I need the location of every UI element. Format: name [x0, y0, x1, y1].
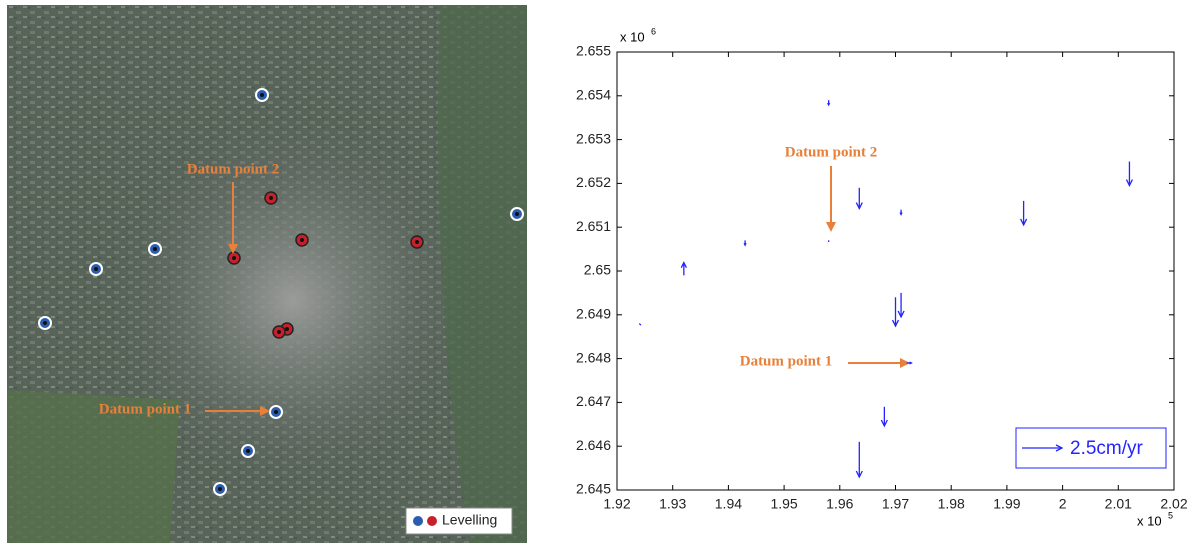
arrow-head	[891, 319, 900, 328]
point-center	[269, 196, 273, 200]
point-center	[515, 212, 519, 216]
velocity-arrow	[1125, 161, 1134, 187]
velocity-arrow	[891, 297, 900, 328]
y-multiplier: x 10	[620, 29, 645, 44]
x-tick-label: 1.95	[770, 496, 797, 512]
point-center	[277, 330, 281, 334]
chart-annotation: Datum point 2	[785, 144, 878, 160]
vegetation	[438, 5, 527, 543]
plot-frame	[616, 51, 1175, 491]
x-tick-label: 1.97	[882, 496, 909, 512]
velocity-arrow	[827, 100, 831, 107]
velocity-arrow	[638, 323, 642, 326]
arrow-head	[1020, 218, 1028, 227]
y-tick-label: 2.654	[576, 87, 611, 103]
annotation-arrowhead	[260, 406, 270, 416]
y-multiplier-exp: 6	[651, 26, 656, 36]
point-center	[232, 256, 236, 260]
x-tick-label: 2.01	[1105, 496, 1132, 512]
annotation-arrowhead	[228, 244, 238, 254]
x-tick-label: 1.92	[603, 496, 630, 512]
x-multiplier: x 10	[1137, 513, 1162, 528]
y-tick-label: 2.653	[576, 130, 611, 146]
y-tick-label: 2.652	[576, 174, 611, 190]
y-tick-label: 2.649	[576, 306, 611, 322]
point-center	[218, 487, 222, 491]
x-tick-label: 1.98	[938, 496, 965, 512]
x-tick-label: 2.02	[1160, 496, 1187, 512]
y-tick-label: 2.655	[576, 43, 611, 59]
arrow-head	[899, 212, 903, 216]
chart-annotation: Datum point 1	[740, 353, 833, 369]
x-tick-label: 2	[1059, 496, 1067, 512]
velocity-arrow	[1020, 200, 1028, 227]
annotation-arrowhead	[900, 358, 910, 368]
y-tick-label: 2.647	[576, 393, 611, 409]
point-center	[300, 238, 304, 242]
arrow-head	[743, 242, 747, 247]
arrow-head	[897, 310, 905, 319]
velocity-arrow	[743, 240, 747, 247]
arrow-head	[855, 202, 863, 211]
key-arrow	[1022, 444, 1064, 452]
velocity-arrow	[880, 406, 888, 428]
y-tick-label: 2.645	[576, 481, 611, 497]
x-tick-label: 1.94	[715, 496, 742, 512]
velocity-arrow	[899, 209, 903, 216]
map-panel: Datum point 2 Datum point 1 Levelling	[7, 5, 527, 543]
x-multiplier-exp: 5	[1168, 510, 1173, 520]
x-tick-label: 1.99	[993, 496, 1020, 512]
arrow-shaft	[638, 323, 642, 326]
legend-marker	[411, 514, 425, 528]
legend-marker	[425, 514, 439, 528]
map-points	[38, 88, 524, 496]
velocity-arrow	[680, 261, 687, 276]
velocity-arrow	[855, 441, 863, 479]
arrow-head	[909, 361, 913, 365]
map-annotation: Datum point 1	[99, 401, 192, 417]
y-tick-label: 2.651	[576, 218, 611, 234]
fields	[7, 390, 180, 543]
key-label: 2.5cm/yr	[1070, 438, 1144, 459]
point-center	[274, 410, 278, 414]
velocity-arrow	[906, 361, 913, 365]
point-center	[260, 93, 264, 97]
arrow-head	[855, 470, 863, 479]
legend-label: Levelling	[442, 512, 497, 528]
velocity-arrow	[855, 187, 863, 211]
point-center	[285, 327, 289, 331]
map-annotation: Datum point 2	[187, 161, 280, 177]
arrow-head	[1125, 179, 1134, 187]
point-center	[94, 267, 98, 271]
velocity-arrow	[897, 292, 905, 319]
y-tick-label: 2.646	[576, 437, 611, 453]
arrow-head	[1055, 444, 1064, 452]
x-tick-label: 1.96	[826, 496, 853, 512]
x-tick-label: 1.93	[659, 496, 686, 512]
arrow-head	[880, 419, 888, 428]
arrow-head	[680, 261, 687, 268]
point-center	[415, 240, 419, 244]
point-center	[153, 247, 157, 251]
y-tick-label: 2.648	[576, 349, 611, 365]
point-center	[43, 321, 47, 325]
annotation-arrowhead	[826, 222, 836, 232]
point-center	[246, 449, 250, 453]
arrow-head	[827, 102, 831, 107]
y-tick-label: 2.65	[584, 262, 611, 278]
